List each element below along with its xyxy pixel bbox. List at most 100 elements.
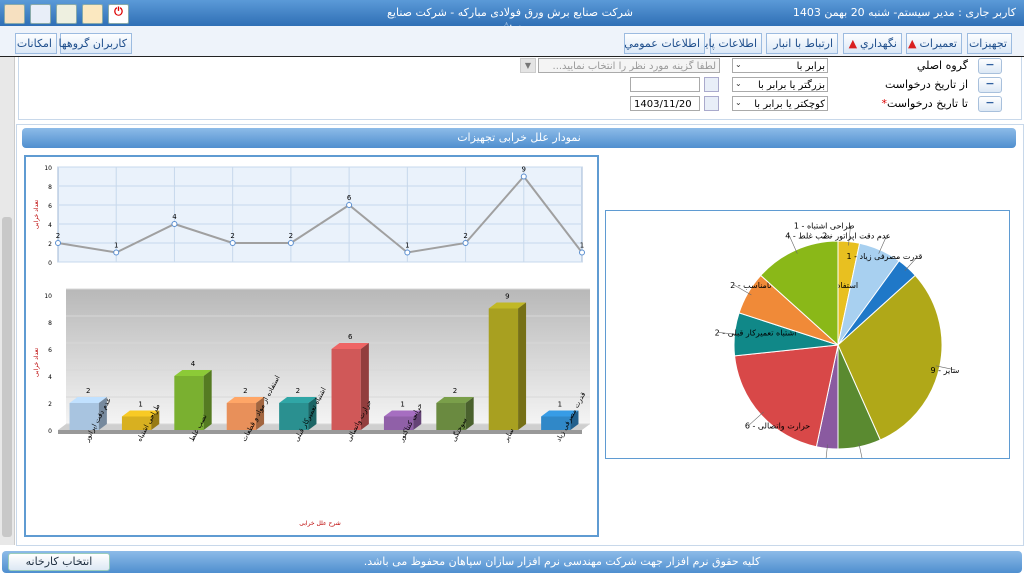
data-label: 2 [230, 232, 234, 240]
remove-button[interactable]: − [978, 58, 1002, 74]
bar [331, 343, 369, 430]
bar-top [174, 370, 212, 376]
y-tick-label: 4 [48, 374, 52, 381]
data-label: 1 [138, 401, 142, 409]
bar-side [360, 343, 369, 430]
bar-top [331, 343, 369, 349]
filter-label: تا تاریخ درخواست* [881, 97, 968, 110]
remove-button[interactable]: − [978, 77, 1002, 93]
bar-front [541, 416, 571, 430]
tab[interactable]: ارتباط با انبار [766, 33, 838, 54]
slice-label: قدرت مصرفی زیاد - 1 [846, 252, 922, 261]
data-label: 2 [463, 232, 467, 240]
leader-line [718, 332, 739, 335]
data-label: 6 [347, 194, 352, 202]
leader-line [848, 225, 851, 246]
point [113, 249, 120, 256]
bar-front [488, 308, 519, 430]
tab[interactable]: تجهیزات [967, 33, 1012, 54]
y-tick-label: 8 [48, 184, 52, 191]
floor-front [58, 430, 582, 434]
bar-side [203, 370, 212, 430]
point [229, 240, 236, 246]
warning-icon: ▲ [848, 37, 858, 50]
bar-front [436, 403, 466, 430]
y-tick-label: 6 [48, 347, 52, 354]
bar-side [518, 302, 527, 430]
tab[interactable]: نگهداري▲ [843, 33, 902, 54]
bar-side [98, 397, 107, 430]
tools-icon[interactable] [30, 4, 51, 24]
leader-line [733, 284, 752, 296]
tab[interactable]: تعمیرات▲ [906, 33, 962, 54]
factory-button[interactable]: انتخاب کارخانه [8, 553, 110, 571]
data-label: 2 [296, 387, 300, 395]
leader-line [748, 411, 764, 426]
scrollbar[interactable] [0, 57, 15, 545]
bar-side [570, 410, 579, 430]
y-axis-label: تعداد خرابی [33, 200, 40, 230]
bar-side [151, 410, 160, 430]
data-label: 1 [114, 242, 118, 250]
bar-side [465, 397, 474, 430]
bar-side [308, 397, 317, 430]
bar-front [121, 416, 152, 430]
bar-side [256, 397, 265, 430]
bar-front [174, 376, 204, 430]
data-label: 1 [400, 401, 404, 409]
y-tick-label: 4 [48, 222, 52, 229]
info-icon[interactable] [82, 4, 103, 24]
bar [436, 397, 474, 430]
bar-top [541, 410, 579, 417]
data-label: 9 [505, 293, 509, 301]
scroll-thumb[interactable] [2, 217, 12, 537]
data-label: 9 [522, 166, 526, 174]
operator-select[interactable]: بزرگتر یا برابر با [732, 77, 828, 92]
top-bar: کاربر جاری : مدیر سیستم- شنبه 20 بهمن 14… [0, 0, 1024, 32]
remove-button[interactable]: − [978, 96, 1002, 112]
select-arrow: ⌄ [735, 79, 742, 88]
leader-line [904, 255, 919, 271]
bar-front [331, 349, 361, 430]
panel-title: نمودار علل خرابی تجهیزات [22, 128, 1016, 148]
bar-front [69, 403, 99, 430]
calendar-button[interactable] [704, 77, 719, 92]
tab[interactable]: امكانات [15, 33, 57, 54]
slice-label: حرارت واتصالی - 6 [745, 421, 810, 430]
bar [488, 302, 527, 430]
slice-label: نصب غلط - 4 [785, 231, 832, 240]
point [55, 240, 61, 246]
y-axis-label: تعداد خرابی [33, 348, 40, 378]
y-tick-label: 2 [48, 241, 52, 248]
tab[interactable]: اطلاعات عمومي [624, 33, 705, 54]
tab[interactable]: كاربران گروهها [58, 33, 132, 54]
bar [121, 410, 160, 430]
point [171, 221, 178, 227]
operator-select[interactable]: كوچكتر یا برابر با [732, 96, 828, 111]
bar-front [383, 416, 414, 430]
bar-top [279, 397, 317, 403]
y-tick-label: 10 [44, 293, 52, 300]
operator-select[interactable]: برابر با [732, 58, 828, 73]
group-input[interactable]: لطفا گزینه مورد نظر را انتخاب نمایید... [538, 58, 720, 73]
dropdown-arrow[interactable]: ▼ [520, 58, 536, 73]
leader-line [825, 444, 828, 458]
bar-front [279, 403, 309, 430]
home-icon[interactable] [4, 4, 25, 24]
power-icon[interactable]: ⏻ [108, 4, 129, 24]
date-input[interactable] [630, 77, 700, 92]
calendar-button[interactable] [704, 96, 719, 111]
slice-label: عدم دقت اپراتور - 2 [822, 231, 891, 240]
date-input[interactable]: 1403/11/20 [630, 96, 700, 111]
point [404, 249, 411, 256]
settings-icon[interactable] [56, 4, 77, 24]
user-info: کاربر جاری : مدیر سیستم- شنبه 20 بهمن 14… [792, 6, 1016, 19]
data-label: 2 [243, 387, 247, 395]
tab[interactable]: اطلاعات پایه [699, 33, 762, 54]
warning-icon: ▲ [908, 37, 917, 50]
slice-label: سوختگی - 2 [825, 457, 868, 458]
required-mark: * [881, 97, 887, 110]
data-label: 4 [172, 213, 177, 221]
point [462, 240, 469, 246]
